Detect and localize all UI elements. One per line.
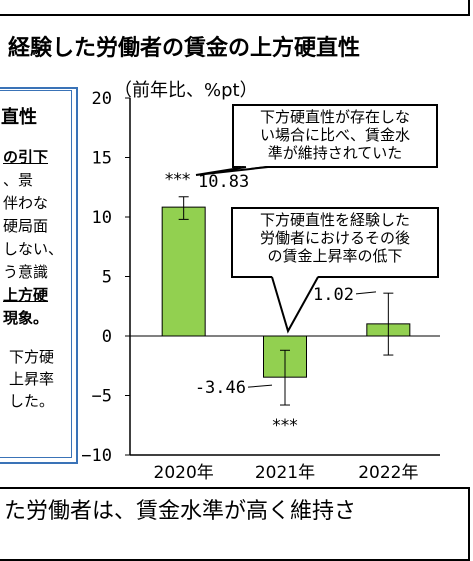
- bottom-summary-text: た労働者は、賃金水準が高く維持さ: [4, 499, 357, 524]
- left-panel-line: 伴わな: [3, 194, 49, 212]
- left-panel-line: 、景: [3, 171, 34, 189]
- bar: [161, 206, 206, 337]
- x-tick-label: 2021年: [255, 463, 315, 483]
- left-panel-line: う意識: [3, 263, 49, 281]
- callout-top: 下方硬直性が存在しな い場合に比べ、賃金水 準が維持されていた: [232, 104, 438, 168]
- callout-middle-line-3: の賃金上昇率の低下: [267, 247, 403, 265]
- unit-label: （前年比、%pt）: [114, 80, 258, 101]
- y-tick-label: 15: [92, 149, 112, 169]
- x-tick-label: 2020年: [154, 463, 214, 483]
- y-tick-label: −10: [81, 446, 112, 466]
- callout-middle-pointer: [271, 276, 319, 334]
- y-tick-label: 20: [92, 89, 112, 109]
- data-label: 10.83: [198, 172, 249, 192]
- left-panel-line: の引下: [3, 148, 49, 166]
- significance-label: ***: [272, 416, 298, 436]
- data-label: -3.46: [195, 378, 246, 398]
- y-tick-label: −5: [92, 387, 112, 407]
- y-tick-label: 0: [102, 327, 112, 347]
- left-panel-line: 現象。: [3, 309, 49, 327]
- callout-top-line-2: い場合に比べ、賃金水: [259, 126, 410, 144]
- bar-chart: 20 15 10 5 0 −5 −10 2020年 10.83 *** 2021年 -3.46 *** 2…: [81, 89, 440, 483]
- data-label: 1.02: [313, 285, 354, 305]
- callout-middle-pointer-fill: [272, 276, 318, 331]
- callout-middle: 下方硬直性を経験した 労働者におけるその後 の賃金上昇率の低下: [231, 207, 439, 278]
- callout-top-pointer: [195, 166, 269, 176]
- callout-top-line-3: 準が維持されていた: [267, 144, 403, 162]
- label-leader: [355, 291, 377, 295]
- significance-label: ***: [165, 170, 191, 190]
- y-tick-label: 5: [102, 268, 112, 288]
- left-panel-line: 上昇率: [9, 370, 55, 388]
- callout-middle-line-1: 下方硬直性を経験した: [259, 211, 410, 229]
- top-frame: [0, 0, 470, 16]
- left-panel-line: した。: [9, 392, 55, 410]
- left-panel-heading: 直性: [1, 107, 37, 128]
- callout-top-line-1: 下方硬直性が存在しな: [259, 108, 410, 126]
- y-tick-label: 10: [92, 208, 112, 228]
- chart-title: 経験した労働者の賃金の上方硬直性: [8, 36, 361, 61]
- x-tick-label: 2022年: [358, 463, 418, 483]
- label-leader: [247, 384, 273, 388]
- callout-middle-line-2: 労働者におけるその後: [259, 229, 410, 247]
- left-panel-line: しない、: [3, 240, 64, 258]
- left-panel-line: 上方硬: [3, 286, 49, 304]
- left-panel-line: 下方硬: [9, 348, 55, 366]
- left-panel-border: [0, 87, 78, 464]
- left-panel: 直性 の引下、景伴わな硬局面しない、う意識上方硬現象。下方硬上昇率した。: [0, 90, 72, 458]
- left-panel-line: 硬局面: [3, 217, 49, 235]
